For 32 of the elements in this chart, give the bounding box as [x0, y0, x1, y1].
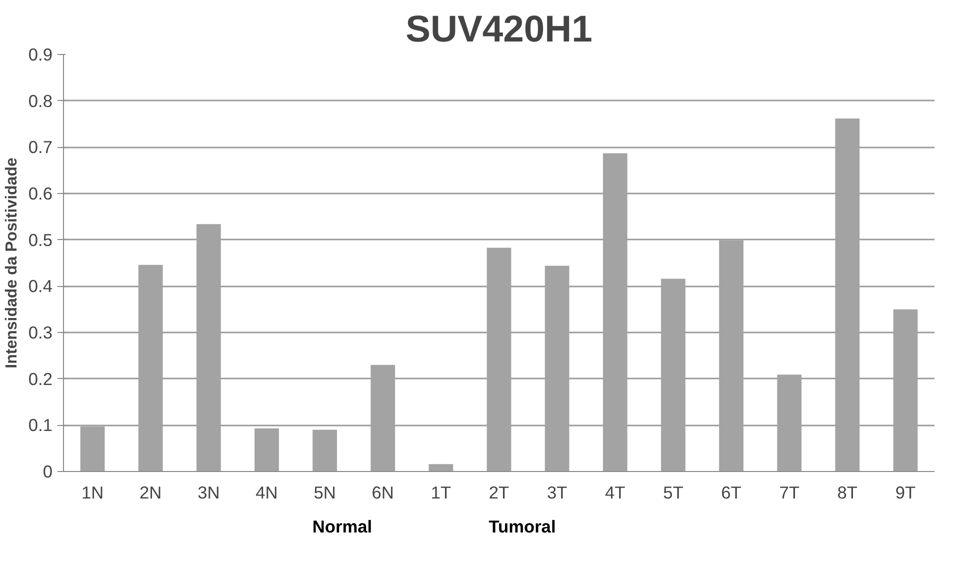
x-tick-label: 1N — [81, 482, 104, 502]
x-tick-label: 3N — [198, 482, 220, 502]
x-tick-label: 2N — [140, 482, 162, 502]
x-tick-label: 5T — [663, 482, 684, 502]
y-tick-label: 0.4 — [28, 276, 53, 296]
y-tick-label: 0.1 — [28, 415, 53, 436]
text: Tumoral — [488, 516, 556, 536]
bar — [428, 464, 454, 472]
bar — [254, 428, 279, 472]
y-tick-label: 0.2 — [28, 368, 53, 389]
x-tick-label: 1T — [430, 482, 452, 502]
x-tick-label: 2T — [488, 482, 510, 502]
text: Normal — [312, 516, 372, 536]
bar — [312, 430, 337, 472]
x-tick-label: 5N — [314, 482, 336, 502]
y-tick-label: 0.5 — [28, 230, 53, 250]
x-tick-label: 6T — [721, 482, 742, 502]
chart-title: SUV420H1 — [406, 8, 592, 50]
y-tick-label: 0.9 — [28, 44, 53, 64]
y-tick-label: 0 — [42, 462, 53, 482]
x-tick-label: 4N — [256, 482, 278, 502]
x-tick-label: 8T — [837, 482, 858, 502]
x-tick-label: 3T — [546, 482, 568, 502]
x-tick-label: 6N — [372, 482, 394, 502]
y-tick-label: 0.7 — [28, 137, 53, 158]
x-tick-label: 4T — [605, 482, 626, 502]
y-axis-title: Intensidade da Positividade — [3, 158, 20, 368]
x-tick-label: 9T — [895, 482, 916, 502]
y-tick-label: 0.6 — [28, 184, 53, 204]
x-tick-label: 7T — [779, 482, 800, 502]
y-tick-label: 0.3 — [28, 322, 53, 342]
y-tick-label: 0.8 — [28, 90, 53, 111]
